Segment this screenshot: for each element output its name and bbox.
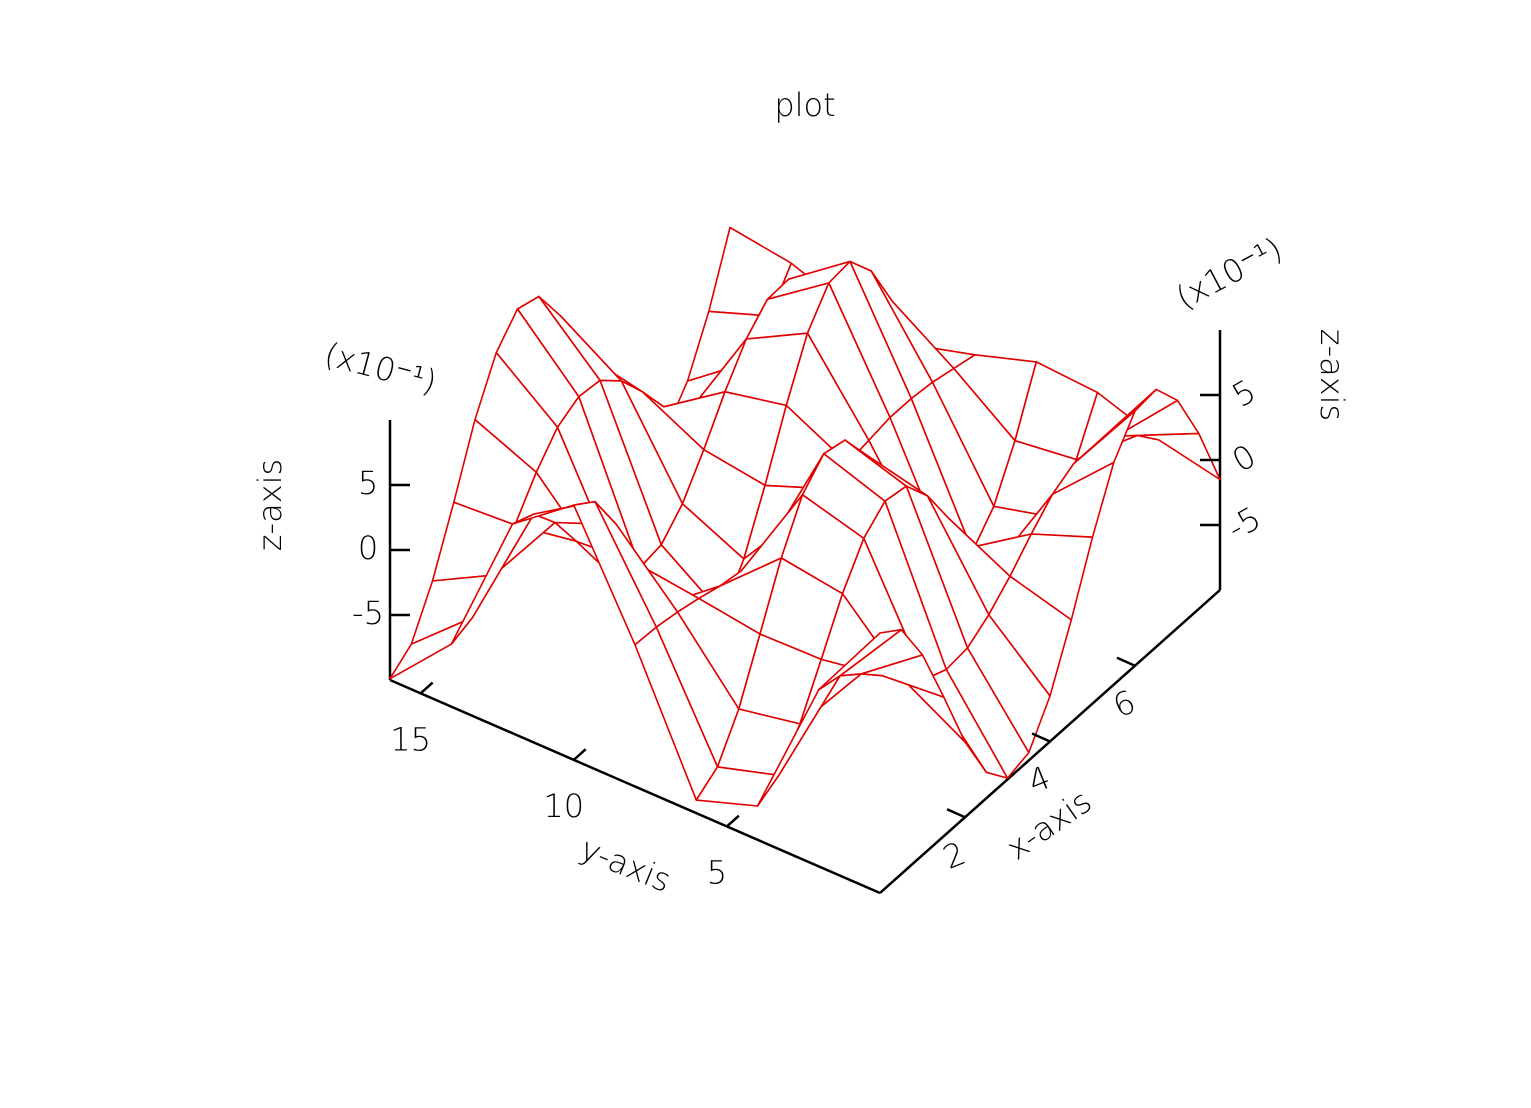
y-tick: [726, 814, 740, 828]
x-tick: [946, 808, 966, 819]
z-tick-label: 0: [358, 529, 378, 567]
x-tick-label: 6: [1108, 682, 1141, 725]
z-tick-label: 0: [1226, 437, 1263, 480]
z-tick-label: -5: [352, 594, 384, 632]
surface-cell: [817, 628, 903, 691]
z-multiplier: (x10⁻¹): [320, 335, 440, 401]
x-tick-label: 2: [938, 834, 971, 877]
y-axis-title: y-axis: [575, 829, 676, 899]
surface-cell: [1136, 432, 1221, 481]
y-tick-label: 5: [707, 853, 727, 891]
z-tick-label: 5: [358, 464, 378, 502]
z-multiplier: (x10⁻¹): [1170, 230, 1289, 317]
z-tick-label: 5: [1226, 372, 1263, 415]
y-tick-label: 10: [543, 787, 584, 825]
x-tick: [1031, 732, 1051, 743]
y-tick: [572, 748, 587, 761]
chart-title: plot: [774, 86, 835, 124]
y-tick-label: 15: [390, 720, 431, 758]
x-tick-label: 4: [1023, 758, 1056, 801]
y-axis-line: [389, 678, 881, 895]
z-tick-label: -5: [1221, 499, 1268, 548]
z-axis-title: z-axis: [251, 459, 289, 551]
y-tick: [419, 681, 434, 695]
z-axis-title: z-axis: [1313, 329, 1351, 421]
x-tick: [1116, 656, 1136, 667]
